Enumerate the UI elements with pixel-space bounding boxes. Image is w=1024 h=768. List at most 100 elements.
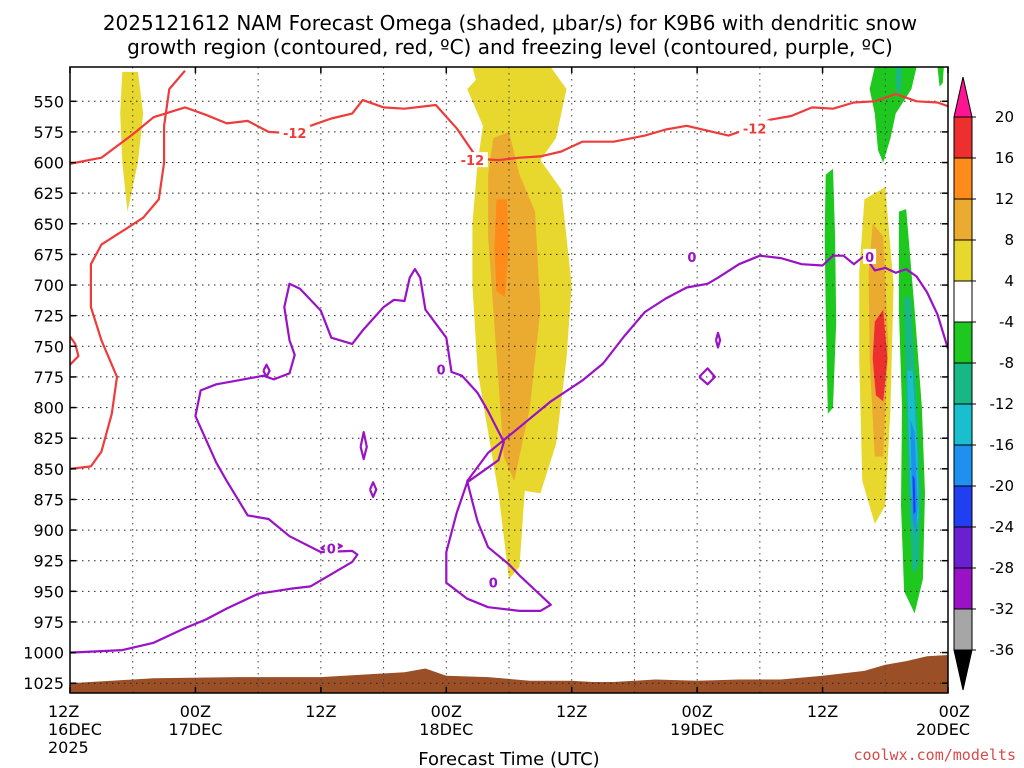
- colorbar-swatch-9: [953, 485, 973, 528]
- colorbar-label-8: -16: [990, 436, 1015, 454]
- y-tick-label-925: 925: [33, 552, 64, 571]
- freezing-level-main-label-bg-0: [434, 361, 448, 377]
- dgz-minus12-upper-label-0: -12: [283, 127, 307, 142]
- y-tick-label-700: 700: [33, 276, 64, 295]
- colorbar: 20 16 12 8 4 -4 -8 -12 -16 -20 -24 -28 -32 -36: [953, 76, 1015, 691]
- freezing-level-loop-b-label-0: 0: [327, 542, 336, 557]
- omega-neg8-g: [895, 67, 902, 96]
- colorbar-swatch-7: [953, 403, 973, 446]
- y-tick-label-650: 650: [33, 215, 64, 234]
- freezing-level-main-label-2: 0: [687, 251, 696, 266]
- x-tick-label-24-0: 12Z: [305, 702, 336, 721]
- y-tick-label-900: 900: [33, 521, 64, 540]
- colorbar-swatch-3: [953, 239, 973, 282]
- terrain-layer: [70, 655, 948, 693]
- dgz-minus12-upper-label-1: -12: [461, 154, 485, 169]
- colorbar-label-6: -8: [999, 354, 1014, 372]
- freezing-level-loop-d: [368, 481, 378, 499]
- terrain-fill: [70, 655, 948, 693]
- x-tick-label-84-1: 20DEC: [916, 720, 970, 739]
- y-tick-label-725: 725: [33, 307, 64, 326]
- colorbar-swatch-6: [953, 362, 973, 405]
- x-tick-label-72-0: 12Z: [807, 702, 838, 721]
- x-tick-label-84-0: 00Z: [939, 702, 970, 721]
- colorbar-swatch-1: [953, 157, 973, 200]
- colorbar-swatch-12: [953, 608, 973, 651]
- colorbar-label-5: -4: [999, 313, 1014, 331]
- dgz-minus12-upper-label-bg-0: [279, 125, 311, 141]
- y-tick-label-600: 600: [33, 154, 64, 173]
- x-tick-label-12-0: 00Z: [180, 702, 211, 721]
- dgz-minus12-upper-label-bg-1: [456, 152, 488, 168]
- contour-label-layer: -12 -12 -12 0 0 0 0 0: [279, 120, 877, 592]
- y-tick-label-675: 675: [33, 245, 64, 264]
- dgz-minus12-upper-label-bg-2: [739, 120, 771, 136]
- y-axis: 550 575 600 625 650 675 700 725 750 775 800 825 850 8…: [23, 92, 948, 693]
- colorbar-swatch-2: [953, 198, 973, 241]
- freezing-level-main: [70, 254, 948, 654]
- chart-title-line-2: growth region (contoured, red, ºC) and f…: [127, 35, 893, 59]
- omega-pos12-b: [494, 199, 509, 298]
- x-tick-label-60-1: 19DEC: [670, 720, 724, 739]
- y-tick-label-800: 800: [33, 399, 64, 418]
- dgz-minus12-upper-label-2: -12: [743, 122, 767, 137]
- colorbar-swatch-0: [953, 116, 973, 159]
- x-tick-label-12-1: 17DEC: [168, 720, 222, 739]
- omega-neg4-h: [937, 67, 944, 87]
- y-tick-label-950: 950: [33, 582, 64, 601]
- colorbar-swatch-4: [953, 280, 973, 323]
- freezing-level-loop-a: [262, 363, 271, 378]
- colorbar-label-10: -24: [990, 518, 1015, 536]
- omega-pos4-a: [120, 71, 144, 212]
- freezing-level-main-label-bg-3: [863, 248, 877, 264]
- freezing-level-main-label-bg-1: [486, 574, 500, 590]
- y-tick-label-1025: 1025: [23, 674, 64, 693]
- x-tick-label-0-2: 2025: [48, 738, 89, 757]
- colorbar-label-12: -32: [990, 600, 1015, 618]
- colorbar-label-3: 8: [1004, 231, 1014, 249]
- x-tick-label-0-0: 12Z: [48, 702, 79, 721]
- freezing-level-main-label-1: 0: [489, 577, 498, 592]
- y-tick-label-750: 750: [33, 337, 64, 356]
- freezing-level-main-label-0: 0: [437, 364, 446, 379]
- dgz-minus12-edge: [70, 335, 80, 366]
- colorbar-top-arrow: [953, 76, 973, 118]
- omega-neg4-g: [869, 67, 917, 163]
- colorbar-label-13: -36: [990, 641, 1015, 659]
- freezing-level-loop-e: [698, 367, 716, 386]
- colorbar-bottom-arrow: [953, 649, 973, 691]
- omega-shading-layer: [120, 67, 944, 614]
- chart-title-line-1: 2025121612 NAM Forecast Omega (shaded, μ…: [103, 11, 917, 35]
- y-tick-label-975: 975: [33, 613, 64, 632]
- credit-text: coolwx.com/modelts: [853, 746, 1016, 764]
- y-tick-label-1000: 1000: [23, 644, 64, 663]
- x-tick-label-60-0: 00Z: [681, 702, 712, 721]
- colorbar-label-11: -28: [990, 559, 1015, 577]
- omega-neg20-f: [912, 474, 916, 515]
- dgz-minus12-lower: [70, 69, 186, 470]
- x-tick-label-36-1: 18DEC: [419, 720, 473, 739]
- colorbar-label-2: 12: [995, 190, 1014, 208]
- freezing-level-loop-b-label-bg-0: [324, 540, 338, 556]
- omega-pos16-d: [872, 309, 888, 402]
- gridlines: [70, 67, 948, 693]
- freezing-level-main-label-bg-2: [685, 248, 699, 264]
- dgz-minus12-upper: [70, 92, 948, 165]
- y-tick-label-875: 875: [33, 490, 64, 509]
- y-tick-label-625: 625: [33, 184, 64, 203]
- x-tick-label-48-0: 12Z: [556, 702, 587, 721]
- y-tick-label-775: 775: [33, 368, 64, 387]
- freezing-level-loop-c: [359, 431, 368, 461]
- omega-neg4-e: [824, 168, 837, 414]
- colorbar-label-0: 20: [995, 108, 1014, 126]
- y-tick-label-850: 850: [33, 460, 64, 479]
- colorbar-swatch-11: [953, 567, 973, 610]
- x-tick-label-36-0: 00Z: [431, 702, 462, 721]
- freezing-level-loop-f: [714, 331, 722, 349]
- omega-pos4-c: [472, 67, 489, 83]
- x-tick-label-0-1: 16DEC: [48, 720, 102, 739]
- y-tick-label-550: 550: [33, 92, 64, 111]
- colorbar-label-1: 16: [995, 149, 1014, 167]
